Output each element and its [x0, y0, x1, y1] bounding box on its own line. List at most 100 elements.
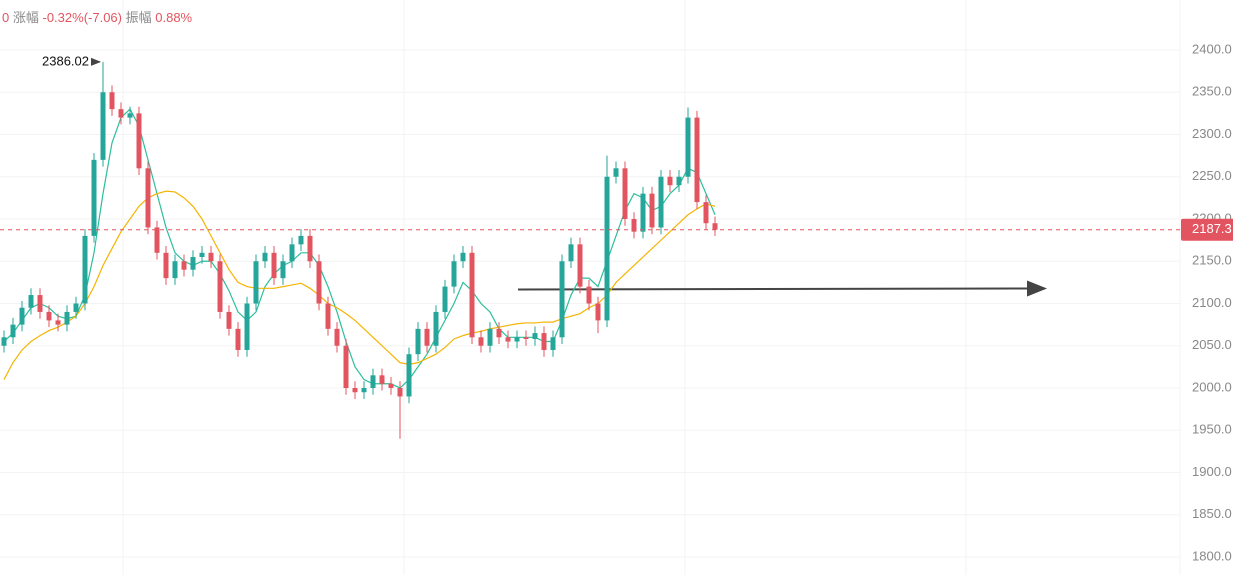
candle-body [226, 311, 232, 329]
y-tick-label: 2250.0 [1192, 168, 1232, 183]
header-lead: 0 [2, 10, 10, 25]
candle-body [298, 235, 304, 245]
candle-body [604, 176, 610, 321]
candle-body [424, 328, 430, 346]
candle-body [532, 333, 538, 339]
amplitude-label: 振幅 [125, 10, 152, 25]
candle-body [658, 176, 664, 228]
candle-body [622, 168, 628, 219]
candle-body [667, 176, 673, 186]
candle-body [523, 337, 529, 339]
candle-body [136, 113, 142, 169]
candle-body [640, 193, 646, 232]
y-tick-label: 1900.0 [1192, 464, 1232, 479]
candle-body [343, 345, 349, 388]
candle-body [370, 375, 376, 388]
candle-body [487, 328, 493, 346]
y-tick-label: 2050.0 [1192, 337, 1232, 352]
y-tick-label: 2100.0 [1192, 295, 1232, 310]
candle-body [361, 388, 367, 393]
amplitude-value: 0.88% [155, 10, 193, 25]
candle-body [568, 244, 574, 262]
drawn-arrow [517, 280, 1047, 297]
candle-body [289, 244, 295, 262]
y-tick-label: 2150.0 [1192, 253, 1232, 268]
candle-body [1, 337, 7, 346]
candle-body [199, 252, 205, 258]
candle-body [478, 337, 484, 346]
candle-body [190, 257, 196, 270]
y-tick-label: 2350.0 [1192, 84, 1232, 99]
candle-body [694, 117, 700, 203]
max-label: 2386.02 [42, 53, 89, 68]
candle-body [451, 261, 457, 287]
candle-body [280, 261, 286, 279]
candle-body [181, 261, 187, 270]
y-tick-label: 2000.0 [1192, 379, 1232, 394]
candle-body [685, 117, 691, 177]
candle-body [82, 235, 88, 304]
last-price-label: 2187.3 [1192, 221, 1232, 236]
candle-body [127, 113, 133, 118]
candle-body [388, 383, 394, 388]
candle-body [307, 235, 313, 262]
candle-body [100, 92, 106, 160]
candle-body [145, 168, 151, 228]
candle-body [55, 320, 61, 325]
y-tick-label: 2400.0 [1192, 41, 1232, 56]
y-tick-label: 2300.0 [1192, 126, 1232, 141]
candle-body [217, 261, 223, 312]
candle-body [397, 388, 403, 397]
y-tick-label: 1800.0 [1192, 548, 1232, 563]
candle-body [235, 328, 241, 350]
header: 0 涨幅 -0.32%(-7.06) 振幅 0.88% [2, 7, 192, 26]
candle-body [28, 295, 34, 308]
candle-body [271, 252, 277, 279]
candle-body [379, 375, 385, 384]
candle-body [577, 244, 583, 287]
candle-body [352, 388, 358, 393]
candle-body [91, 159, 97, 236]
candle-body [469, 252, 475, 338]
candle-body [703, 202, 709, 224]
candle-body [163, 252, 169, 279]
candle-body [325, 303, 331, 329]
candle-body [649, 193, 655, 228]
candle-body [253, 261, 259, 304]
y-tick-label: 1850.0 [1192, 506, 1232, 521]
candle-body [541, 333, 547, 350]
candle-body [19, 307, 25, 325]
candle-body [208, 252, 214, 262]
y-tick-label: 1950.0 [1192, 422, 1232, 437]
last-price-box [1181, 218, 1233, 241]
candle-body [676, 176, 682, 186]
candle-body [514, 337, 520, 342]
candle-body [172, 261, 178, 279]
candle-body [37, 295, 43, 312]
candle-body [118, 109, 124, 118]
candle-body [631, 219, 637, 232]
candle-body [559, 261, 565, 338]
candle-body [109, 92, 115, 110]
candle-body [334, 328, 340, 346]
candle-body [550, 337, 556, 350]
candle-body [64, 311, 70, 325]
candle-body [586, 286, 592, 304]
candle-body [595, 303, 601, 321]
candle-body [46, 311, 52, 321]
candle-body [262, 252, 268, 262]
candle-body [496, 328, 502, 338]
change-label: 涨幅 [12, 10, 39, 25]
candle-body [406, 354, 412, 397]
candle-body [415, 328, 421, 355]
candle-body [316, 261, 322, 304]
candle-body [73, 303, 79, 312]
candle-body [712, 223, 718, 230]
candle-body [613, 168, 619, 177]
candle-body [442, 286, 448, 312]
candle-body [10, 324, 16, 338]
change-value: -0.32%(-7.06) [42, 10, 122, 25]
candle-body [154, 227, 160, 253]
candle-body [505, 337, 511, 342]
